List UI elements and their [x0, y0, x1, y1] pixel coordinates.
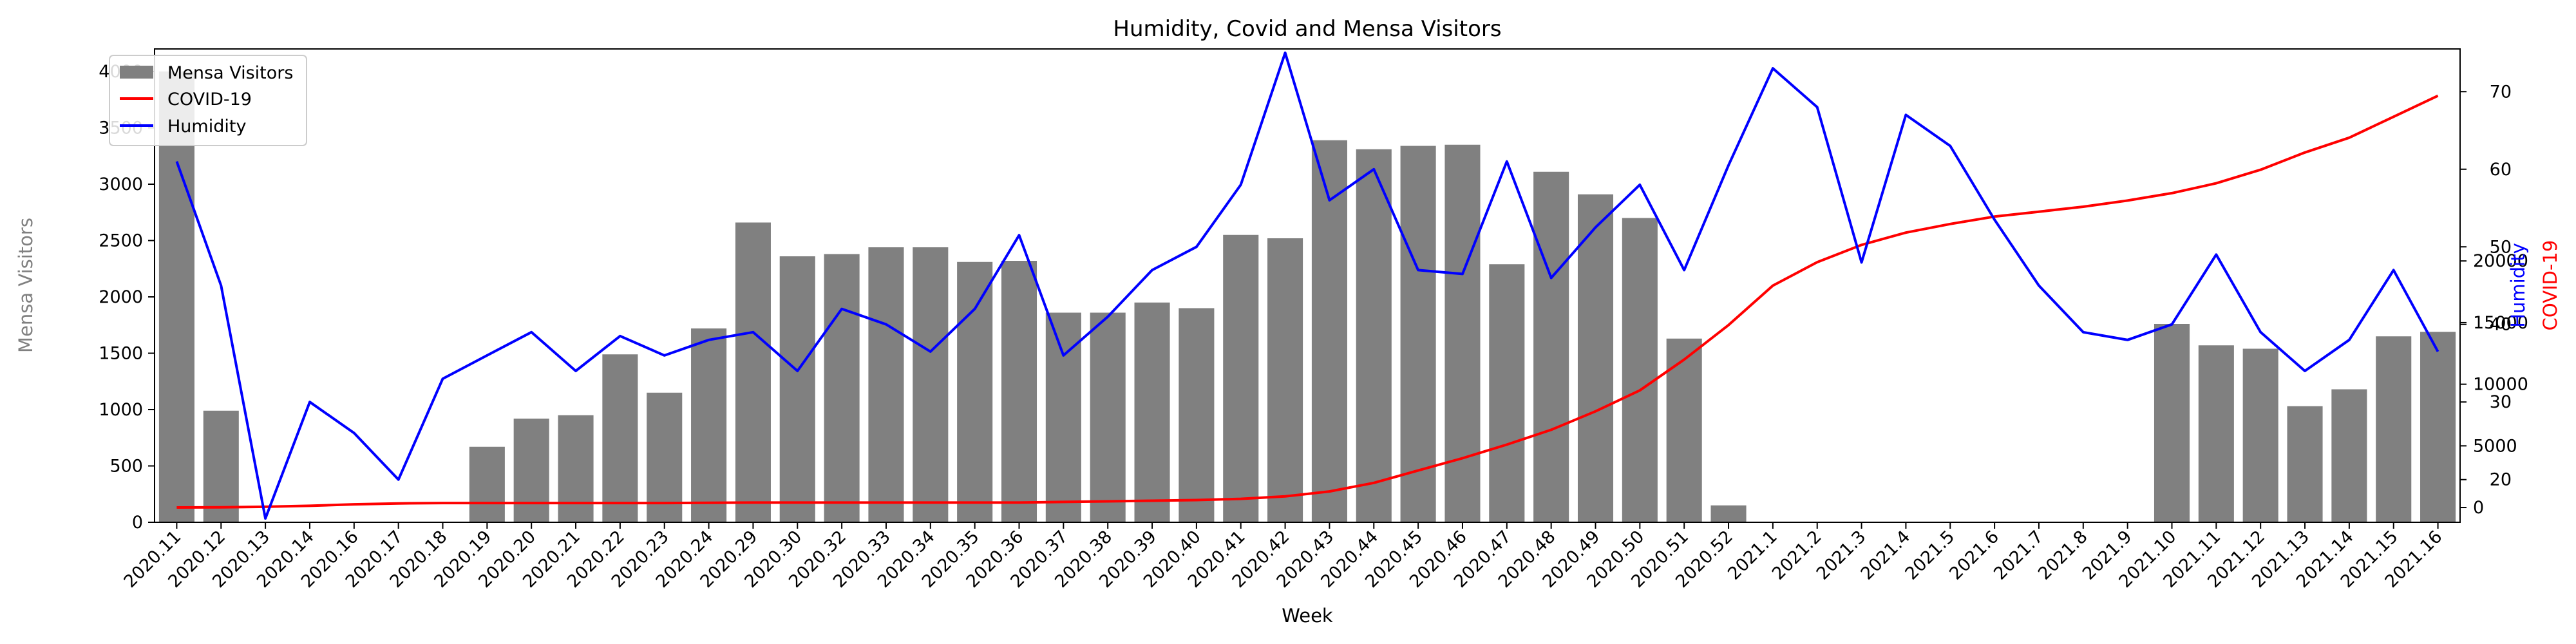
bar-2020.36 — [1001, 261, 1037, 522]
bar-2020.43 — [1311, 140, 1347, 522]
right-axis-humidity: 20 30 40 50 60 70 — [2460, 82, 2512, 490]
left-tick-label: 1000 — [99, 400, 143, 420]
bar-2021.16 — [2420, 332, 2456, 522]
bar-2020.32 — [824, 254, 860, 522]
covid-axis-label: COVID-19 — [2539, 240, 2561, 331]
legend: Mensa Visitors COVID-19 Humidity — [109, 55, 307, 146]
bar-2020.23 — [647, 392, 683, 522]
bar-2020.35 — [957, 261, 993, 522]
x-tick-label: 2021.4 — [1857, 527, 1915, 584]
humidity-tick-label: 70 — [2490, 82, 2512, 102]
bar-2020.48 — [1533, 171, 1569, 522]
x-axis: 2020.112020.122020.132020.142020.162020.… — [120, 522, 2447, 592]
bar-2020.22 — [602, 354, 638, 522]
humidity-axis-label: Humidity — [2507, 243, 2529, 328]
legend-label-mensa: Mensa Visitors — [167, 63, 293, 83]
bar-2020.41 — [1223, 234, 1259, 522]
bar-2021.12 — [2242, 348, 2278, 522]
bar-2020.29 — [735, 222, 771, 522]
bar-2020.34 — [913, 247, 949, 522]
legend-label-covid: COVID-19 — [167, 90, 252, 109]
bar-2021.11 — [2198, 345, 2234, 522]
bar-2021.13 — [2287, 406, 2323, 522]
humidity-tick-label: 20 — [2490, 470, 2512, 490]
bar-2020.20 — [513, 419, 549, 522]
x-tick-label: 2021.3 — [1813, 527, 1870, 584]
bar-2021.10 — [2154, 324, 2190, 522]
bar-2021.14 — [2331, 389, 2367, 522]
covid-tick-label: 20000 — [2473, 251, 2528, 271]
chart-title: Humidity, Covid and Mensa Visitors — [1113, 16, 1501, 42]
humidity-tick-label: 40 — [2490, 315, 2512, 335]
bar-2020.24 — [691, 328, 727, 522]
bar-2020.40 — [1179, 308, 1215, 522]
humidity-tick-label: 50 — [2490, 237, 2512, 257]
covid-tick-label: 0 — [2473, 498, 2484, 518]
bar-2020.46 — [1444, 144, 1481, 522]
bar-2020.37 — [1045, 312, 1081, 522]
humidity-tick-label: 60 — [2490, 160, 2512, 180]
covid-tick-label: 5000 — [2473, 436, 2517, 456]
bar-2020.30 — [779, 256, 815, 522]
bar-2020.47 — [1489, 264, 1525, 522]
humidity-tick-label: 30 — [2490, 392, 2512, 412]
legend-swatch-mensa — [120, 66, 153, 79]
x-axis-label: Week — [1282, 605, 1333, 627]
x-tick-label: 2021.8 — [2034, 527, 2092, 584]
left-tick-label: 3000 — [99, 175, 143, 194]
bar-2020.19 — [469, 446, 505, 522]
left-axis-label: Mensa Visitors — [15, 218, 37, 353]
legend-label-humidity: Humidity — [167, 117, 246, 137]
bar-2020.21 — [558, 415, 594, 522]
bar-2020.51 — [1666, 338, 1702, 522]
left-tick-label: 0 — [132, 513, 143, 533]
bar-2020.52 — [1710, 505, 1747, 522]
left-axis: 05001000150020002500300035004000 — [99, 62, 155, 533]
bar-2020.33 — [868, 247, 904, 522]
left-tick-label: 500 — [109, 457, 143, 477]
bar-2020.12 — [203, 410, 239, 522]
left-tick-label: 1500 — [99, 344, 143, 364]
bar-series-group — [158, 71, 2456, 522]
left-tick-label: 2500 — [99, 231, 143, 251]
covid-line — [176, 94, 2439, 509]
bar-2020.45 — [1400, 146, 1436, 522]
bar-2021.15 — [2376, 336, 2412, 522]
right-axis-covid: 0 5000 10000 15000 20000 — [2460, 251, 2528, 518]
left-tick-label: 2000 — [99, 287, 143, 307]
line-series-group — [175, 52, 2439, 520]
x-tick-label: 2021.6 — [1946, 527, 2003, 584]
bar-2020.11 — [158, 71, 194, 522]
covid-tick-label: 15000 — [2473, 313, 2528, 333]
bar-2020.38 — [1090, 312, 1126, 522]
x-tick-label: 2021.1 — [1724, 527, 1781, 584]
bar-2020.42 — [1267, 238, 1303, 522]
bar-2020.49 — [1577, 194, 1614, 522]
x-tick-label: 2021.5 — [1901, 527, 1958, 584]
bar-2020.50 — [1622, 218, 1658, 522]
bar-2020.44 — [1356, 149, 1392, 522]
x-tick-label: 2021.2 — [1768, 527, 1826, 584]
bar-2020.39 — [1134, 302, 1170, 522]
legend-box — [109, 55, 307, 146]
x-tick-label: 2021.7 — [1990, 527, 2047, 584]
covid-tick-label: 10000 — [2473, 375, 2528, 395]
plot-frame — [154, 48, 2461, 523]
humidity-line — [175, 52, 2439, 520]
